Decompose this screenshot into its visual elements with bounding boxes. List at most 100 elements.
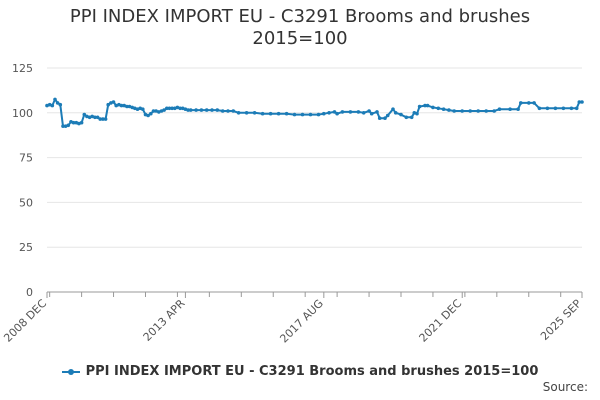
data-point	[122, 103, 126, 108]
data-point	[284, 111, 289, 116]
data-point	[476, 109, 481, 113]
data-point	[391, 107, 395, 111]
data-point	[244, 111, 249, 115]
data-point	[77, 121, 81, 126]
data-point	[58, 102, 63, 107]
x-tick-label: 2008 DEC	[1, 297, 49, 345]
data-point	[154, 109, 158, 113]
data-point	[409, 115, 414, 120]
data-point	[194, 108, 198, 112]
data-point	[300, 112, 305, 117]
data-point	[327, 111, 331, 115]
data-point	[63, 124, 68, 128]
x-tick-label: 2021 DEC	[417, 297, 465, 345]
data-point	[580, 100, 584, 104]
data-point	[335, 111, 339, 116]
data-point	[516, 107, 520, 111]
data-point	[55, 101, 60, 105]
data-point	[141, 107, 145, 111]
data-point	[468, 109, 473, 113]
data-point	[149, 111, 153, 116]
data-point	[367, 109, 371, 113]
data-point	[162, 108, 166, 112]
data-point	[82, 112, 87, 117]
data-point	[545, 106, 550, 111]
data-point	[170, 106, 174, 111]
data-point	[452, 109, 457, 113]
data-point	[268, 111, 273, 116]
data-point	[393, 111, 398, 115]
data-point	[151, 109, 156, 113]
data-point	[569, 106, 574, 111]
data-point	[125, 104, 129, 109]
data-point	[356, 110, 361, 114]
data-point	[127, 104, 132, 109]
data-point	[460, 109, 465, 113]
data-point	[85, 114, 89, 119]
data-point	[385, 113, 390, 118]
source-label: Source:	[542, 380, 588, 394]
y-tick-label: 50	[19, 196, 33, 209]
x-tick-label: 2025 SEP	[538, 297, 584, 343]
y-tick-label: 125	[12, 62, 33, 75]
data-point	[404, 115, 409, 120]
data-point	[93, 115, 97, 120]
data-point	[231, 109, 236, 113]
legend: PPI INDEX IMPORT EU - C3291 Brooms and b…	[0, 364, 600, 379]
data-point	[210, 108, 214, 112]
data-point	[561, 106, 566, 111]
data-point	[361, 111, 366, 115]
y-tick-label: 25	[19, 241, 33, 254]
data-point	[61, 124, 65, 128]
x-tick-label: 2013 APR	[141, 297, 188, 344]
legend-series-label: PPI INDEX IMPORT EU - C3291 Brooms and b…	[85, 364, 539, 379]
data-point	[574, 106, 579, 111]
data-point	[215, 108, 220, 112]
data-point	[532, 101, 536, 105]
data-point	[308, 112, 313, 117]
data-point	[135, 107, 140, 111]
data-point	[146, 113, 150, 118]
data-point	[292, 112, 297, 117]
data-point	[415, 111, 419, 116]
data-point	[425, 103, 430, 108]
data-point	[98, 117, 102, 121]
data-point	[101, 117, 105, 121]
chart-title: PPI INDEX IMPORT EU - C3291 Brooms and b…	[0, 6, 600, 50]
data-point	[553, 106, 558, 111]
data-point	[95, 115, 100, 120]
data-point	[178, 106, 182, 111]
data-point	[484, 109, 489, 113]
series-layer	[45, 97, 584, 128]
data-point	[348, 110, 353, 114]
data-point	[167, 106, 172, 111]
data-point	[175, 105, 180, 110]
data-point	[441, 107, 446, 111]
data-point	[90, 114, 94, 119]
data-point	[375, 110, 379, 114]
data-point	[316, 112, 321, 117]
data-point	[226, 109, 230, 113]
y-tick-label: 100	[12, 107, 33, 120]
data-point	[399, 112, 403, 117]
data-point	[423, 103, 427, 108]
data-point	[527, 101, 531, 105]
data-point	[369, 111, 374, 116]
data-point	[188, 108, 193, 112]
data-point	[199, 108, 204, 112]
data-point	[53, 97, 57, 102]
data-point	[447, 108, 451, 112]
y-tick-label: 75	[19, 152, 33, 165]
data-point	[508, 107, 512, 111]
data-point	[204, 108, 209, 112]
data-point	[260, 111, 265, 116]
data-point	[71, 120, 76, 125]
chart-title-line-1: PPI INDEX IMPORT EU - C3291 Brooms and b…	[69, 6, 531, 27]
data-point	[183, 107, 188, 111]
data-point	[114, 103, 118, 108]
data-point	[103, 117, 108, 121]
data-point	[50, 103, 55, 108]
gridlines	[47, 67, 582, 248]
data-point	[276, 111, 281, 116]
